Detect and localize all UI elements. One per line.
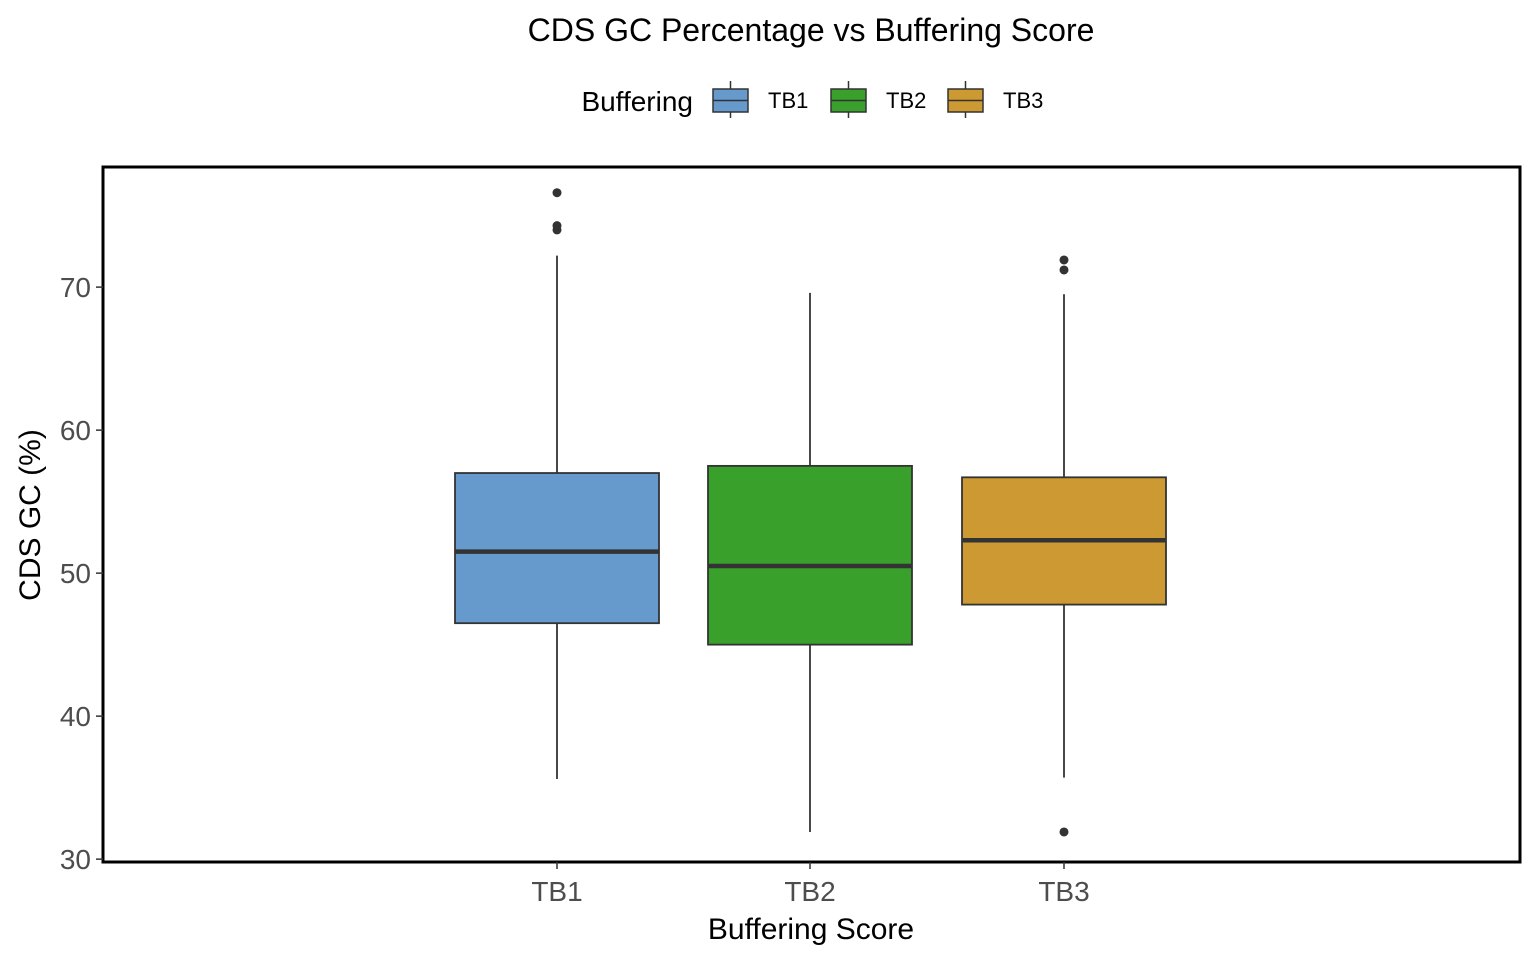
- y-axis-title: CDS GC (%): [14, 429, 47, 601]
- chart-title: CDS GC Percentage vs Buffering Score: [528, 12, 1095, 48]
- x-tick-label: TB2: [784, 876, 835, 907]
- outlier-point: [1059, 827, 1069, 837]
- x-tick-label: TB1: [531, 876, 582, 907]
- legend-label: TB3: [1003, 88, 1043, 113]
- outlier-point: [552, 188, 562, 198]
- y-tick-label: 40: [60, 701, 91, 732]
- legend-item-tb2: TB2: [830, 81, 926, 118]
- plot-panel-border: [101, 165, 1522, 864]
- legend-label: TB2: [886, 88, 926, 113]
- y-tick-label: 50: [60, 558, 91, 589]
- iqr-box: [707, 464, 913, 646]
- box-tb3: [961, 255, 1167, 837]
- legend-item-tb3: TB3: [947, 81, 1043, 118]
- x-tick-label: TB3: [1038, 876, 1089, 907]
- iqr-box: [454, 472, 660, 625]
- x-axis-title: Buffering Score: [708, 913, 914, 946]
- box-tb2: [707, 292, 913, 832]
- legend-label: TB1: [768, 88, 808, 113]
- outlier-point: [1059, 265, 1069, 275]
- y-tick-label: 30: [60, 844, 91, 875]
- box-tb1: [454, 188, 660, 780]
- y-tick-label: 70: [60, 272, 91, 303]
- outlier-point: [552, 221, 562, 231]
- y-tick-label: 60: [60, 415, 91, 446]
- legend-item-tb1: TB1: [712, 81, 808, 118]
- legend: Buffering TB1 TB2 TB3: [581, 81, 1043, 118]
- legend-title: Buffering: [581, 86, 693, 117]
- outlier-point: [1059, 255, 1069, 265]
